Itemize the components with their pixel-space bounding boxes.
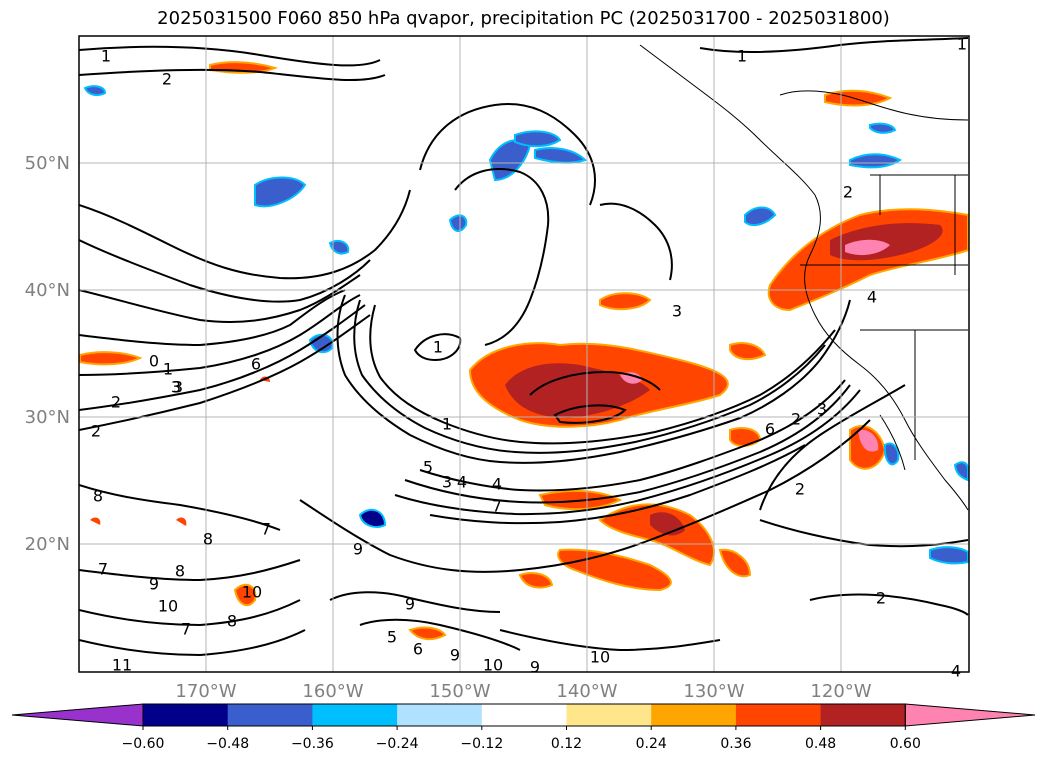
contour-label: 1 xyxy=(957,35,967,54)
contour-label: 4 xyxy=(457,473,467,492)
contour-label: 10 xyxy=(483,656,503,675)
contour-label: 1 xyxy=(101,47,111,66)
colorbar-tick-label: 0.24 xyxy=(636,736,667,752)
precipitation-fill xyxy=(79,61,969,641)
contour-label: 9 xyxy=(450,646,460,665)
colorbar-frame xyxy=(142,703,906,727)
colorbar-segment xyxy=(820,704,906,726)
colorbar-tick-label: 0.60 xyxy=(890,736,921,752)
contour-label: 3 xyxy=(817,400,827,419)
lat-label: 40°N xyxy=(25,280,70,301)
contour-label: 10 xyxy=(242,583,262,602)
colorbar-segment xyxy=(481,704,567,726)
contour-label: 6 xyxy=(765,420,775,439)
contour-label: 2 xyxy=(162,70,172,89)
longitude-labels: 170°W 160°W 150°W 140°W 130°W 120°W xyxy=(175,681,871,702)
contour-label: 4 xyxy=(492,475,502,494)
contour-label: 2 xyxy=(795,480,805,499)
lat-label: 50°N xyxy=(25,153,70,174)
lon-label: 120°W xyxy=(810,681,871,702)
latitude-labels: 50°N 40°N 30°N 20°N xyxy=(25,153,70,555)
colorbar-tick-label: −0.48 xyxy=(206,736,249,752)
contour-label: 3 xyxy=(672,302,682,321)
lon-label: 160°W xyxy=(302,681,363,702)
colorbar-tick-label: −0.12 xyxy=(460,736,503,752)
contour-label: 7 xyxy=(98,560,108,579)
contour-label: 8 xyxy=(175,562,185,581)
contour-label: 1 xyxy=(433,338,443,357)
contour-label: 9 xyxy=(353,540,363,559)
colorbar-tick-label: −0.24 xyxy=(376,736,419,752)
lat-label: 30°N xyxy=(25,407,70,428)
colorbar-extend-max xyxy=(904,703,1036,727)
colorbar-tick-label: −0.60 xyxy=(122,736,165,752)
contour-label: 1 xyxy=(737,47,747,66)
contour-label: 3 xyxy=(171,378,181,397)
contour-label: 1 xyxy=(163,360,173,379)
qvapor-contours xyxy=(79,37,969,657)
colorbar-extend-min xyxy=(11,703,144,727)
lon-label: 140°W xyxy=(556,681,617,702)
contour-label: 8 xyxy=(93,487,103,506)
colorbar-tick-label: 0.48 xyxy=(805,736,836,752)
contour-label: 2 xyxy=(876,589,886,608)
contour-label: 2 xyxy=(91,422,101,441)
contour-label: 9 xyxy=(405,595,415,614)
colorbar-segment xyxy=(735,704,822,726)
colorbar-tick-label: −0.36 xyxy=(291,736,334,752)
contour-label: 2 xyxy=(111,393,121,412)
contour-label: 10 xyxy=(590,648,610,667)
colorbar-segment xyxy=(312,704,398,726)
contour-label: 2 xyxy=(843,183,853,202)
lon-label: 130°W xyxy=(683,681,744,702)
colorbar-segment xyxy=(397,704,483,726)
contour-label: 4 xyxy=(867,288,877,307)
lon-label: 150°W xyxy=(429,681,490,702)
contour-label: 6 xyxy=(413,640,423,659)
graticule xyxy=(79,36,969,672)
contour-label: 1 xyxy=(442,415,452,434)
contour-label: 2 xyxy=(791,410,801,429)
contour-label: 3 xyxy=(442,473,452,492)
contour-label: 4 xyxy=(951,662,961,681)
contour-label: 5 xyxy=(423,458,433,477)
contour-label: 0 xyxy=(149,352,159,371)
lon-label: 170°W xyxy=(175,681,236,702)
contour-label: 7 xyxy=(492,497,502,516)
colorbar-tick-label: 0.36 xyxy=(720,736,751,752)
contour-label: 9 xyxy=(530,658,540,677)
coastlines xyxy=(639,44,969,511)
contour-label: 9 xyxy=(149,575,159,594)
contour-label: 7 xyxy=(261,520,271,539)
colorbar-segment xyxy=(143,704,229,726)
contour-label: 11 xyxy=(112,656,132,675)
contour-label: 10 xyxy=(158,597,178,616)
colorbar: −0.60 −0.48 −0.36 −0.24 −0.12 0.12 0.24 0.36 0.4… xyxy=(11,703,1036,752)
map-frame xyxy=(78,35,970,673)
contour-label: 7 xyxy=(181,620,191,639)
colorbar-segment xyxy=(227,704,313,726)
figure-title: 2025031500 F060 850 hPa qvapor, precipit… xyxy=(157,8,890,29)
contour-label: 3 xyxy=(173,378,183,397)
contour-label: 8 xyxy=(203,530,213,549)
lat-label: 20°N xyxy=(25,534,70,555)
colorbar-segment xyxy=(566,704,652,726)
contour-label: 5 xyxy=(387,628,397,647)
contour-label: 8 xyxy=(227,612,237,631)
colorbar-tick-label: 0.12 xyxy=(551,736,582,752)
colorbar-segment xyxy=(651,704,737,726)
contour-label: 6 xyxy=(251,355,261,374)
